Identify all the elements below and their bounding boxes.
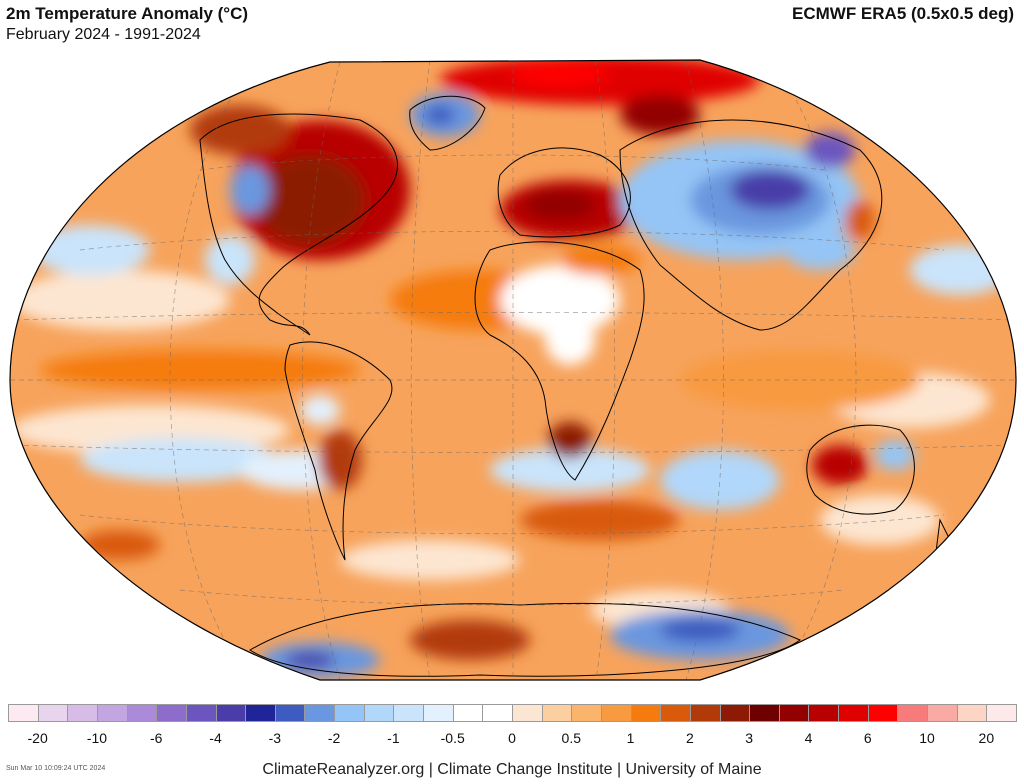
legend-swatch [719, 704, 751, 722]
legend-label: -3 [268, 730, 282, 746]
legend-swatch [689, 704, 721, 722]
legend-label: -6 [150, 730, 163, 746]
legend-label: 2 [685, 730, 694, 746]
legend-swatch [630, 704, 662, 722]
legend-label: 3 [745, 730, 754, 746]
legend-swatch [393, 704, 425, 722]
legend-label: -10 [86, 730, 108, 746]
legend-swatch [423, 704, 454, 722]
legend-swatch [749, 704, 780, 722]
legend-swatch [452, 704, 484, 722]
legend-swatch [215, 704, 247, 722]
legend-swatch [96, 704, 128, 722]
legend-label: 1 [626, 730, 635, 746]
legend-swatch [274, 704, 306, 722]
legend-label: -1 [387, 730, 400, 746]
legend-label: -4 [209, 730, 222, 746]
legend-swatch [838, 704, 869, 722]
legend-swatch [600, 704, 632, 722]
legend-swatch [897, 704, 929, 722]
legend-label: -2 [327, 730, 341, 746]
color-legend-bar [8, 704, 1017, 724]
legend-swatch [660, 704, 691, 722]
legend-swatch [126, 704, 158, 722]
legend-swatch [541, 704, 573, 722]
legend-swatch [808, 704, 840, 722]
footer-credits: ClimateReanalyzer.org | Climate Change I… [262, 761, 762, 778]
legend-label: -20 [27, 730, 48, 746]
color-legend-labels: -20 -10 -6 -4 -3 -2 -1 -0.5 0 0.5 1 2 3 4 6 10 20 [8, 730, 1016, 748]
legend-swatch [67, 704, 98, 722]
legend-swatch [986, 704, 1017, 722]
graticule [10, 60, 1016, 680]
legend-label: 20 [978, 730, 995, 746]
data-source-label: ECMWF ERA5 (0.5x0.5 deg) [792, 4, 1014, 23]
coastlines [199, 95, 951, 677]
legend-swatch [363, 704, 395, 722]
legend-swatch [245, 704, 276, 722]
legend-swatch [571, 704, 602, 722]
generation-timestamp: Sun Mar 10 10:09:24 UTC 2024 [6, 765, 106, 772]
legend-swatch [512, 704, 543, 722]
legend-swatch [956, 704, 988, 722]
anomaly-map [9, 59, 1017, 681]
legend-swatch [867, 704, 899, 722]
anomaly-patches [10, 60, 1010, 678]
legend-label: 0 [508, 730, 516, 746]
legend-swatch [304, 704, 336, 722]
legend-swatch [37, 704, 69, 722]
legend-swatch [482, 704, 513, 722]
legend-swatch [927, 704, 958, 722]
legend-label: 4 [804, 730, 813, 746]
figure-subtitle: February 2024 - 1991-2024 [6, 26, 201, 43]
legend-label: 6 [863, 730, 872, 746]
world-map-svg [9, 59, 1017, 681]
legend-label: -0.5 [440, 730, 465, 746]
legend-label: 10 [919, 730, 935, 746]
legend-label: 0.5 [561, 730, 582, 746]
legend-swatch [156, 704, 187, 722]
figure-title: 2m Temperature Anomaly (°C) [6, 4, 249, 23]
globe-outline [9, 59, 1017, 681]
legend-swatch [334, 704, 365, 722]
legend-swatch [8, 704, 39, 722]
map-field [10, 60, 1016, 680]
legend-swatch [185, 704, 217, 722]
legend-swatch [778, 704, 810, 722]
